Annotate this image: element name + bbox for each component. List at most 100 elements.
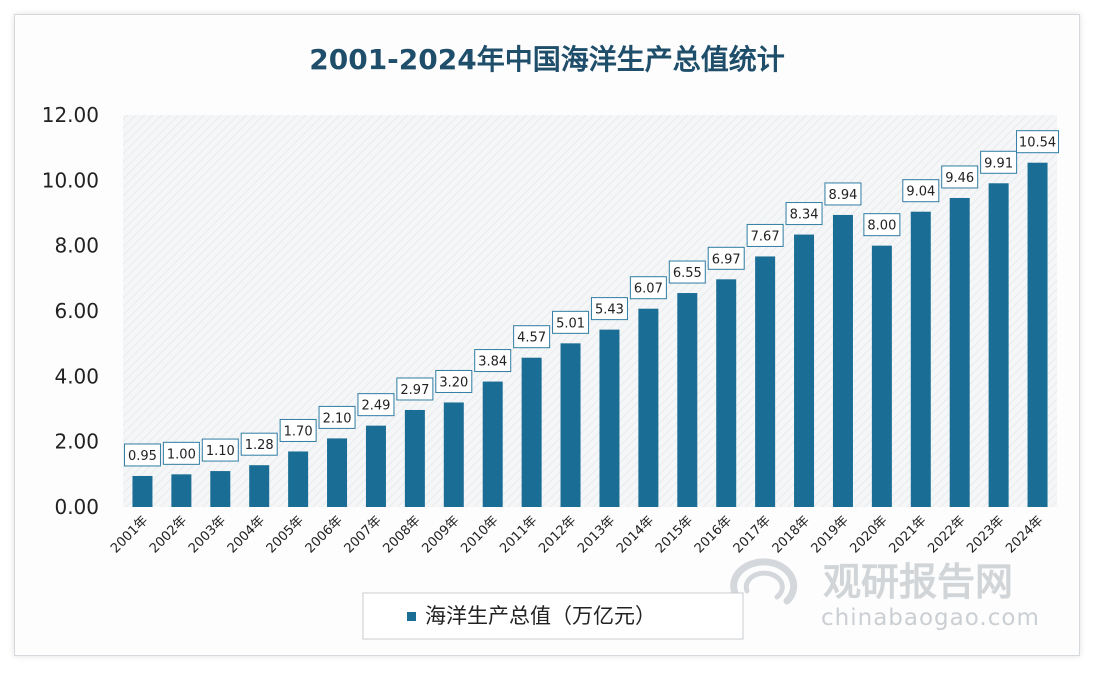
y-tick-label: 10.00	[42, 168, 99, 192]
x-tick-label: 2015年	[653, 513, 696, 556]
plot-area	[123, 115, 1057, 507]
y-tick-label: 4.00	[54, 364, 99, 388]
data-label: 1.00	[167, 447, 196, 462]
y-tick-label: 2.00	[54, 430, 99, 454]
bar	[560, 343, 581, 507]
bar	[1027, 162, 1048, 507]
data-label-box	[746, 223, 784, 247]
bar	[755, 256, 776, 507]
bar	[599, 329, 620, 507]
data-label: 8.34	[790, 208, 819, 223]
data-label-box	[1016, 130, 1060, 154]
y-tick-label: 8.00	[54, 234, 99, 258]
bar	[716, 279, 737, 507]
data-label-box	[863, 213, 901, 237]
x-tick-label: 2017年	[731, 513, 774, 556]
x-tick-label: 2022年	[925, 513, 968, 556]
x-tick-label: 2008年	[381, 513, 424, 556]
watermark: 观研报告网 chinabaogao.com	[730, 558, 1040, 631]
data-label: 7.67	[751, 229, 780, 244]
data-label-box	[396, 377, 434, 401]
bar	[132, 475, 153, 507]
y-tick-label: 12.00	[42, 103, 99, 127]
data-label-box	[201, 438, 239, 462]
bar	[988, 183, 1009, 508]
data-label: 1.70	[284, 424, 313, 439]
data-label-box	[435, 369, 473, 393]
data-label: 2.97	[400, 383, 429, 398]
bar	[832, 214, 853, 507]
bar	[794, 234, 815, 507]
data-label-box	[980, 150, 1018, 174]
x-tick-label: 2023年	[964, 513, 1007, 556]
chart-svg: 2001-2024年中国海洋生产总值统计 0.00 2.00 4.00 6.00 8.0…	[42, 43, 1060, 640]
bars	[132, 162, 1048, 508]
data-label-box	[474, 349, 512, 373]
data-label-box	[279, 418, 317, 442]
data-label-box	[318, 405, 356, 429]
legend-swatch	[407, 612, 416, 621]
data-label: 6.07	[634, 282, 663, 297]
x-tick-label: 2016年	[692, 513, 735, 556]
watermark-logo-icon	[730, 558, 798, 605]
data-label: 9.91	[984, 156, 1013, 171]
x-tick-label: 2004年	[225, 513, 268, 556]
x-tick-label: 2024年	[1003, 513, 1046, 556]
legend: 海洋生产总值（万亿元）	[362, 592, 744, 640]
bar	[521, 357, 542, 507]
data-label-box	[824, 182, 862, 206]
x-tick-label: 2007年	[342, 513, 385, 556]
x-axis: 2001年2002年2003年2004年2005年2006年2007年2008年…	[108, 513, 1046, 556]
bar	[171, 474, 192, 507]
data-label-box	[902, 179, 940, 203]
data-label-box	[668, 260, 706, 284]
x-tick-label: 2003年	[186, 513, 229, 556]
data-label-box	[629, 276, 667, 300]
data-label: 0.95	[128, 449, 157, 464]
bar	[638, 308, 659, 507]
data-label: 2.10	[323, 411, 352, 426]
data-label: 8.00	[867, 219, 896, 234]
x-tick-label: 2020年	[848, 513, 891, 556]
x-tick-label: 2005年	[264, 513, 307, 556]
data-label-box	[707, 246, 745, 270]
x-tick-label: 2014年	[614, 513, 657, 556]
x-tick-label: 2013年	[575, 513, 618, 556]
chart-title: 2001-2024年中国海洋生产总值统计	[309, 43, 784, 76]
bar	[365, 425, 386, 507]
data-label: 1.10	[206, 444, 235, 459]
bar	[210, 471, 231, 507]
data-label: 5.43	[595, 303, 624, 318]
x-tick-label: 2009年	[419, 513, 462, 556]
data-label: 6.97	[712, 252, 741, 267]
data-labels: 0.95 1.00 1.10 1.28 1.70 2.10 2.49 2.97 3.20 3.84…	[123, 130, 1060, 467]
x-tick-label: 2011年	[497, 513, 540, 556]
data-label: 9.04	[906, 185, 935, 200]
watermark-site: chinabaogao.com	[821, 605, 1040, 631]
bar	[404, 409, 425, 507]
data-label: 2.49	[361, 399, 390, 414]
data-label-box	[590, 297, 628, 321]
y-tick-label: 0.00	[54, 495, 99, 519]
data-label-box	[513, 325, 551, 349]
data-label-box	[123, 443, 161, 467]
bar	[871, 245, 892, 507]
y-tick-label: 6.00	[54, 299, 99, 323]
bar	[443, 402, 464, 507]
bar	[249, 465, 270, 507]
data-label-box	[785, 202, 823, 226]
y-axis: 0.00 2.00 4.00 6.00 8.00 10.00 12.00	[42, 103, 99, 519]
bar	[288, 451, 309, 507]
data-label: 4.57	[517, 331, 546, 346]
data-label: 3.20	[439, 375, 468, 390]
data-label: 6.55	[673, 266, 702, 281]
data-label-box	[941, 165, 979, 189]
data-label-box	[240, 432, 278, 456]
bar	[327, 438, 348, 507]
data-label: 9.46	[945, 171, 974, 186]
bar	[482, 381, 503, 507]
x-tick-label: 2006年	[303, 513, 346, 556]
watermark-name: 观研报告网	[823, 560, 1013, 604]
data-label: 3.84	[478, 355, 507, 370]
x-tick-label: 2019年	[809, 513, 852, 556]
